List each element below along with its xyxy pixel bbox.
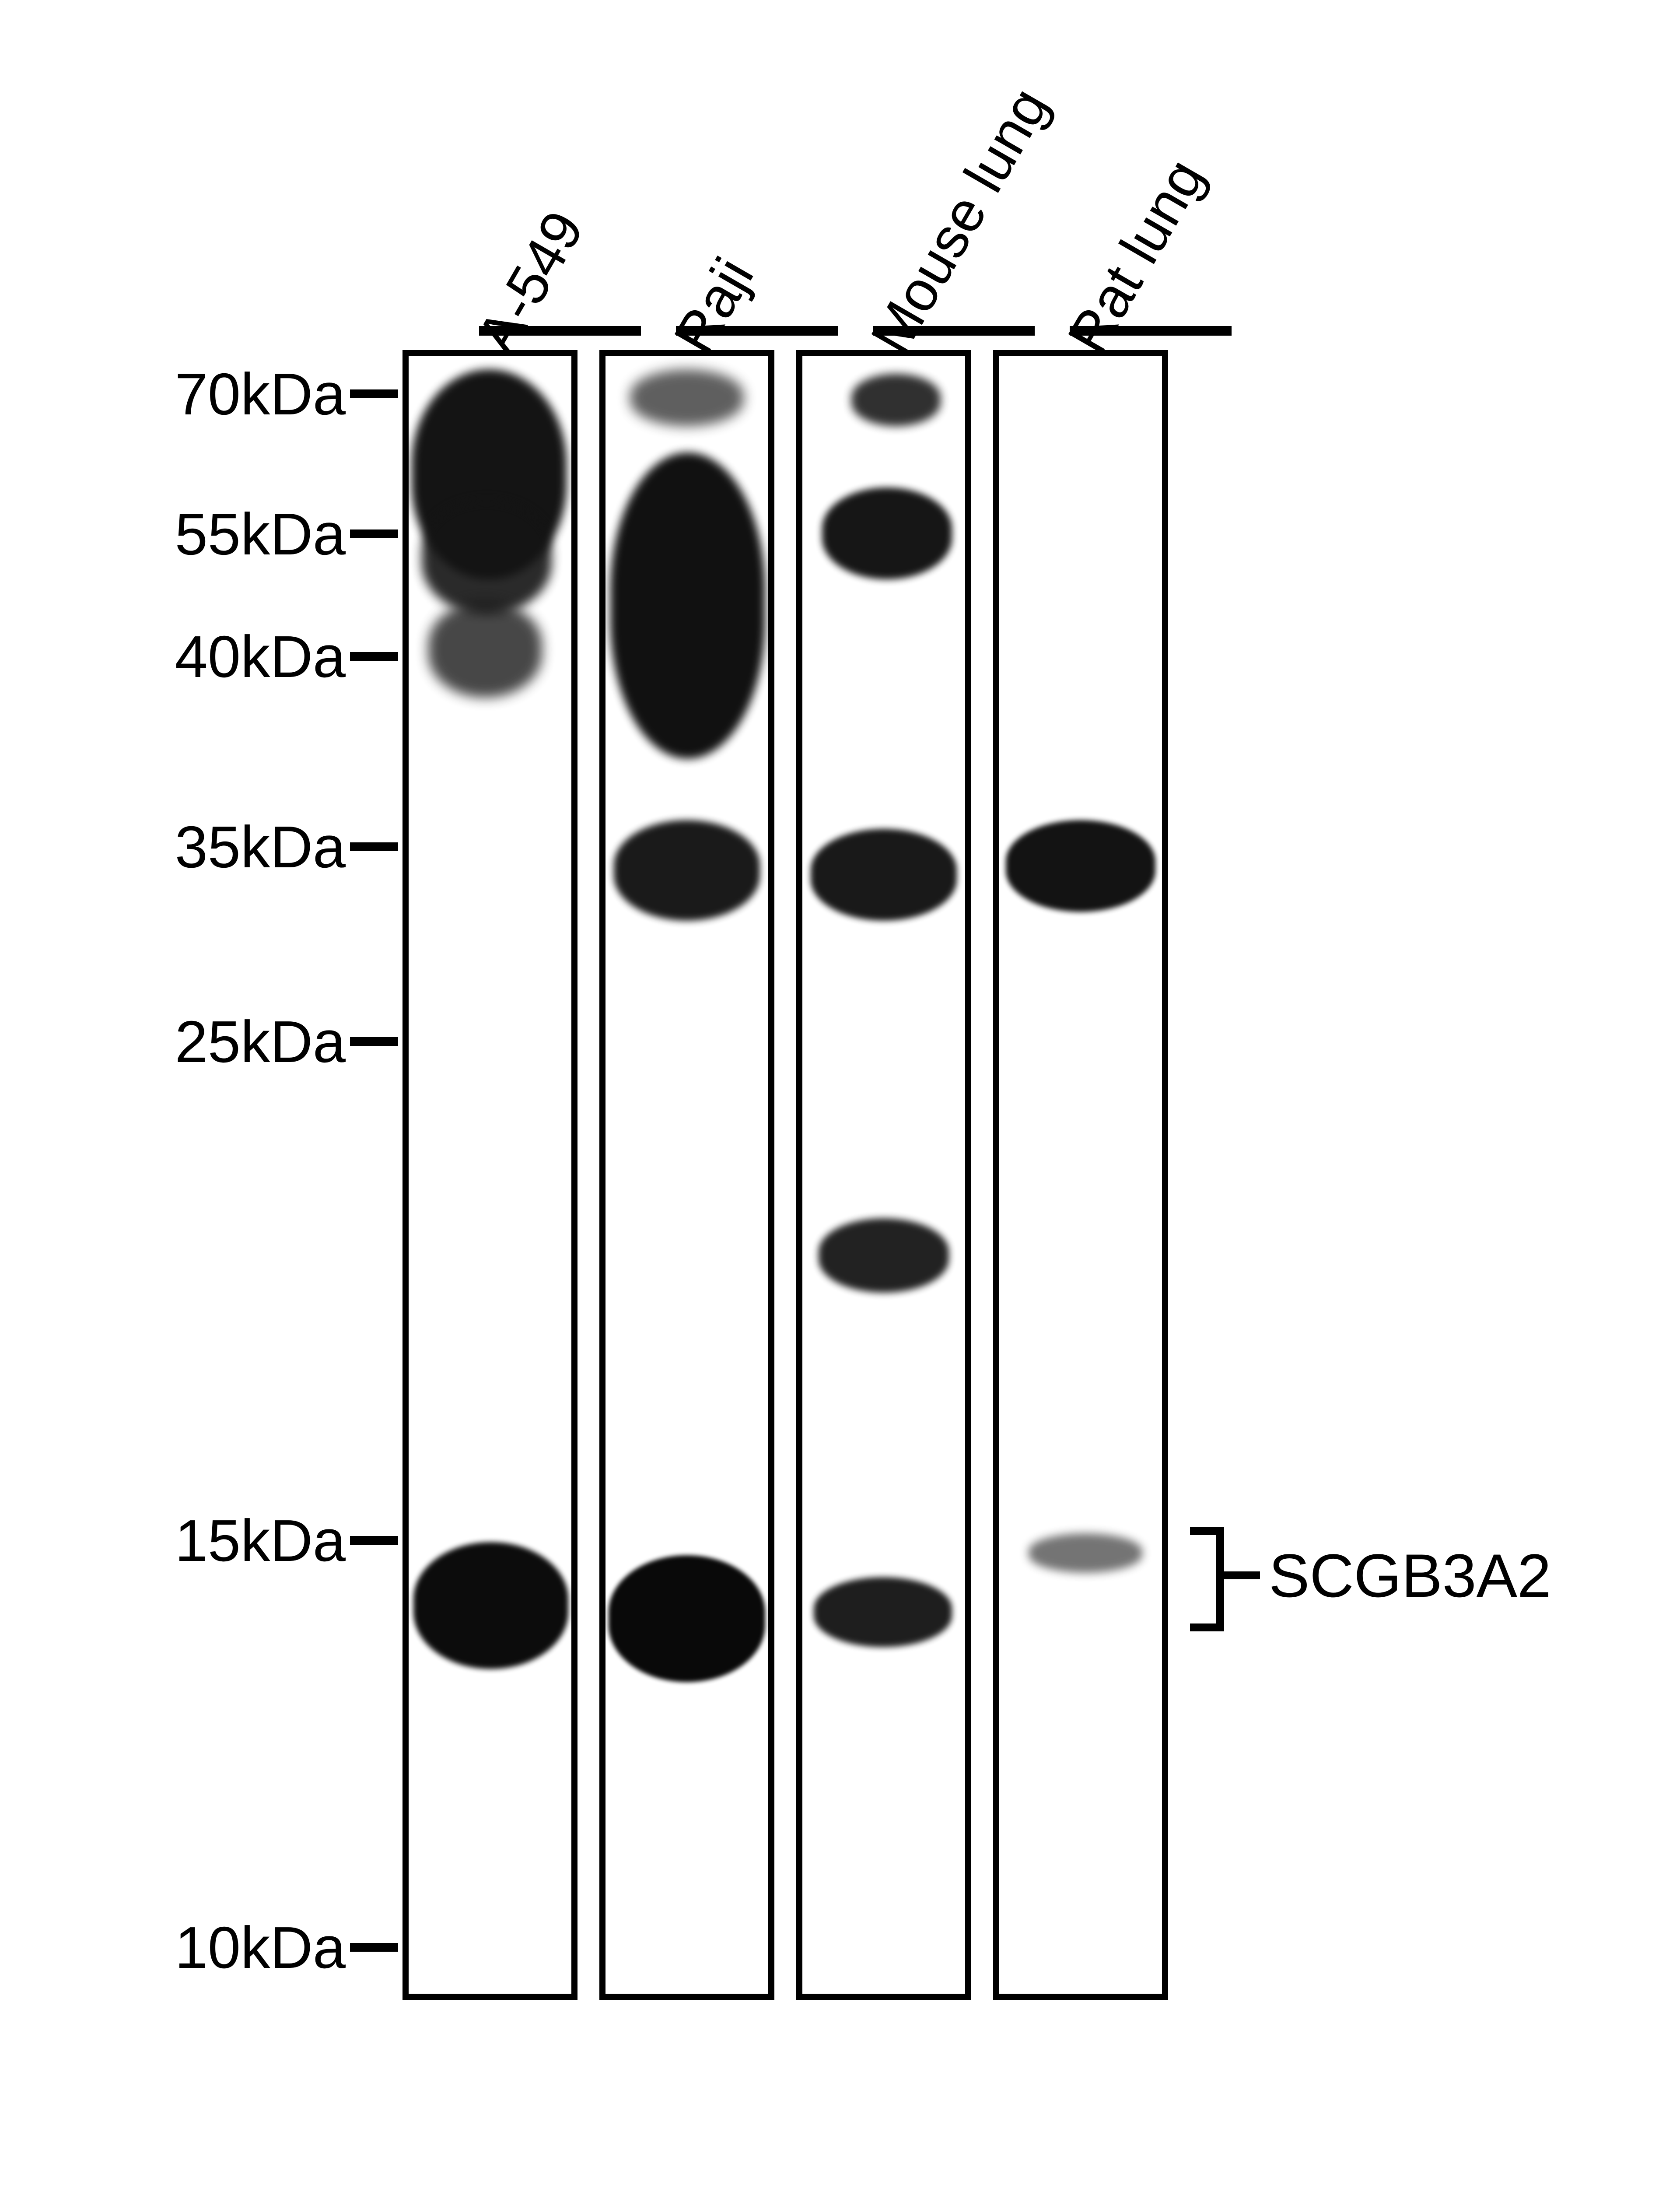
western-blot-figure: A-549RajiMouse lungRat lung 70kDa55kDa40… [0, 0, 1680, 2188]
blot-band [614, 820, 760, 921]
blot-band [822, 487, 952, 579]
target-protein-label: SCGB3A2 [1269, 1540, 1551, 1611]
bracket-stem [1216, 1571, 1260, 1579]
lanes-area [0, 0, 1680, 2188]
blot-band [851, 374, 941, 426]
lane-strip [796, 350, 971, 2000]
lane-strip [402, 350, 578, 2000]
bracket-vertical [1216, 1527, 1224, 1631]
lane-strip [993, 350, 1168, 2000]
blot-band [814, 1577, 952, 1647]
blot-band [811, 829, 957, 921]
blot-band [428, 601, 542, 698]
blot-band [609, 1555, 765, 1682]
blot-band [630, 369, 744, 426]
blot-band [1029, 1533, 1142, 1573]
bracket-arm-top [1190, 1527, 1216, 1535]
blot-band [819, 1218, 949, 1293]
blot-band [610, 452, 765, 759]
lane-strip [599, 350, 774, 2000]
blot-band [1006, 820, 1155, 912]
blot-band [422, 501, 552, 614]
bracket-arm-bottom [1190, 1623, 1216, 1631]
blot-band [413, 1542, 568, 1669]
